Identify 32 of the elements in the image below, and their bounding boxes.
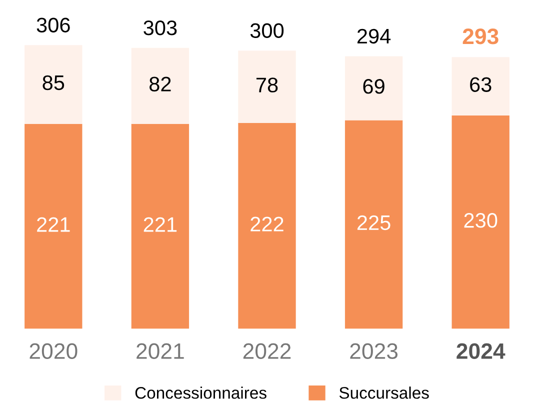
x-tick-label: 2024 [456, 343, 506, 360]
data-label: 221 [37, 217, 70, 232]
total-label: 306 [36, 18, 70, 32]
bar [131, 124, 190, 329]
bar [452, 116, 510, 329]
data-label: 63 [470, 77, 492, 92]
bar [238, 50, 296, 123]
data-label: 225 [357, 215, 390, 230]
bar [344, 120, 403, 329]
data-label: 78 [256, 78, 278, 92]
legend-label: Succursales [339, 386, 429, 399]
total-label: 294 [357, 28, 391, 44]
data-label: 69 [363, 79, 384, 94]
x-tick-label: 2021 [136, 343, 184, 360]
x-tick-label: 2023 [350, 343, 398, 360]
bar [24, 45, 82, 124]
bar [24, 124, 82, 329]
bar [344, 56, 403, 120]
total-label: 303 [144, 20, 177, 36]
bar [131, 48, 190, 124]
data-label: 85 [42, 75, 64, 90]
data-label: 222 [250, 216, 284, 232]
x-tick-label: 2020 [30, 343, 78, 360]
bar [452, 57, 510, 116]
legend-label: Concessionnaires [135, 386, 266, 399]
data-label: 82 [150, 76, 171, 92]
data-label: 221 [144, 217, 177, 232]
total-label: 293 [462, 28, 498, 44]
bar [238, 122, 296, 329]
total-label: 300 [250, 23, 284, 38]
x-tick-label: 2022 [243, 343, 291, 360]
data-label: 230 [464, 213, 498, 228]
